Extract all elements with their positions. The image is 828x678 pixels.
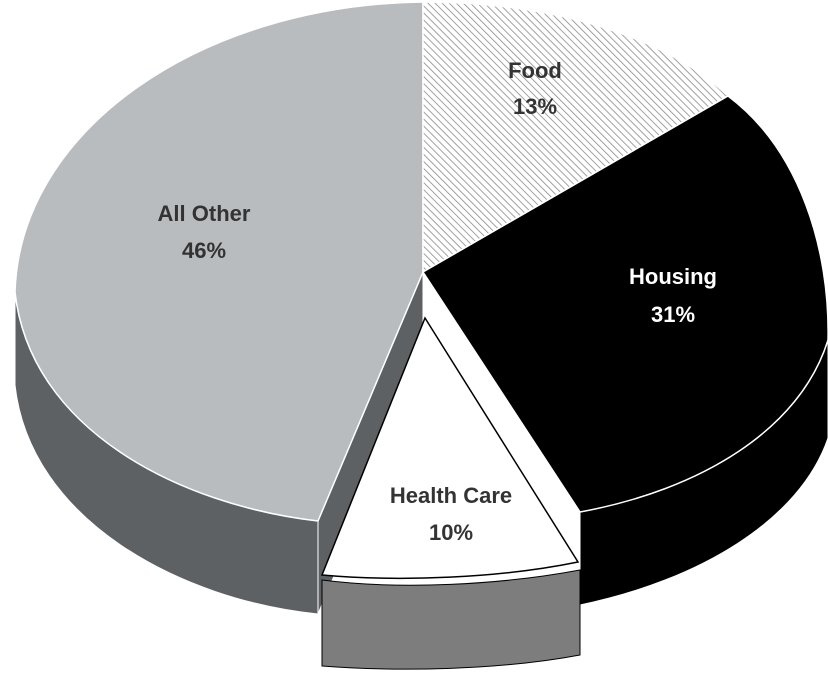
slice-label-food: Food xyxy=(508,58,562,83)
slice-value-food: 13% xyxy=(513,94,557,119)
slice-label-all-other: All Other xyxy=(158,201,251,226)
slice-food xyxy=(422,1,730,274)
slice-labels: Food 13% Housing 31% Health Care 10% All… xyxy=(158,58,717,545)
slice-label-housing: Housing xyxy=(629,264,717,289)
slice-value-all-other: 46% xyxy=(182,238,226,263)
slice-value-housing: 31% xyxy=(651,302,695,327)
slice-all-other xyxy=(14,1,424,522)
slice-side-health-care xyxy=(321,569,581,670)
pie-tops xyxy=(14,1,828,580)
slice-label-health-care: Health Care xyxy=(390,483,512,508)
slice-health-care xyxy=(320,316,580,580)
slice-value-health-care: 10% xyxy=(429,520,473,545)
